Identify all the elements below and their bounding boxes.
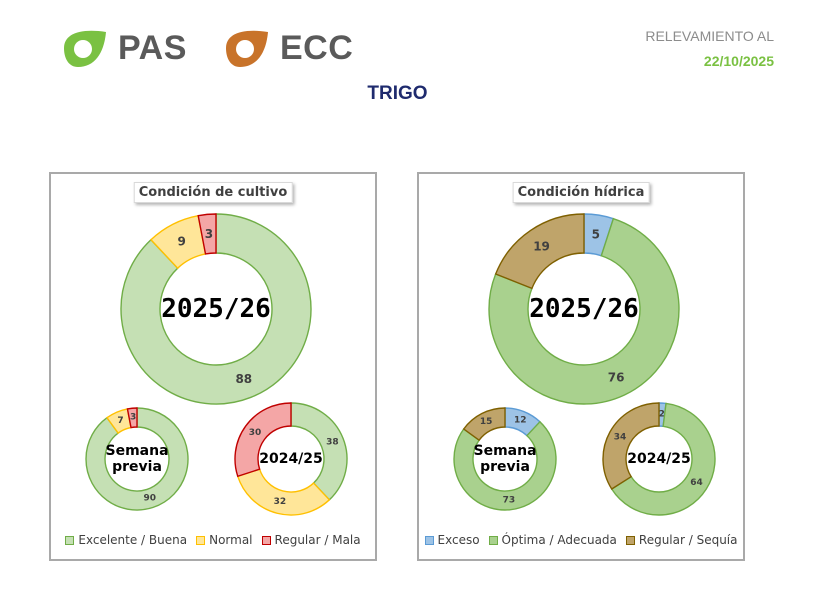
pas-logo-text: PAS	[118, 28, 187, 67]
legend-item: Óptima / Adecuada	[488, 533, 617, 547]
donut-slice	[610, 402, 716, 516]
slice-value-label: 38	[326, 438, 339, 448]
ecc-logo-text: ECC	[280, 28, 354, 67]
legend-swatch	[196, 535, 206, 545]
donut-slice	[197, 213, 217, 255]
ring-center-label: previa	[480, 459, 530, 475]
ring-center-label: previa	[112, 459, 162, 475]
slice-value-label: 76	[608, 370, 625, 384]
pas-leaf-icon	[64, 30, 106, 67]
slice-value-label: 3	[130, 413, 136, 423]
legend-label: Óptima / Adecuada	[501, 533, 617, 547]
ring-center-label: 2024/25	[627, 451, 691, 467]
donut-slice	[488, 217, 680, 405]
slice-value-label: 7	[117, 416, 123, 426]
donut-slice	[494, 213, 585, 290]
legend-item: Normal	[196, 533, 253, 547]
ring-center-label: 2025/26	[161, 294, 271, 324]
legend-label: Normal	[209, 533, 253, 547]
slice-value-label: 34	[614, 433, 627, 443]
relevamiento-label: RELEVAMIENTO AL	[645, 28, 774, 44]
slice-value-label: 73	[503, 495, 516, 505]
crop-title: TRIGO	[367, 83, 428, 104]
legend-item: Regular / Sequía	[625, 533, 738, 547]
ring-center-label: Semana	[473, 443, 536, 459]
ecc-logo: ECC	[222, 26, 353, 70]
slice-value-label: 64	[690, 478, 703, 488]
slice-value-label: 12	[514, 415, 527, 425]
legend-swatch	[488, 535, 498, 545]
slice-value-label: 2	[659, 410, 665, 420]
legend-swatch	[261, 535, 271, 545]
chart-title: Condición hídrica	[512, 182, 650, 203]
legend-swatch	[424, 535, 434, 545]
donut-slice	[602, 402, 660, 490]
donut-slice	[234, 402, 292, 478]
chart-legend: Exceso Óptima / Adecuada Regular / Sequí…	[419, 533, 743, 547]
donut-slice	[126, 407, 138, 429]
legend-item: Regular / Mala	[261, 533, 361, 547]
slice-value-label: 88	[235, 372, 252, 386]
legend-item: Exceso	[424, 533, 480, 547]
legend-label: Regular / Mala	[274, 533, 361, 547]
legend-item: Excelente / Buena	[65, 533, 187, 547]
slice-value-label: 9	[178, 235, 186, 249]
donut-slice	[462, 407, 506, 442]
ring-center-label: Semana	[105, 443, 168, 459]
donut-slice	[453, 420, 557, 511]
slice-value-label: 30	[249, 428, 262, 438]
chart-panel-condicion-cultivo: 88 9 3 2025/26 90 7 3 Semana previa 38 32 30 2024/25…	[49, 172, 377, 561]
slice-value-label: 15	[480, 417, 493, 427]
legend-label: Excelente / Buena	[78, 533, 188, 547]
legend-label: Regular / Sequía	[638, 533, 738, 547]
slice-value-label: 90	[144, 493, 157, 503]
chart-title: Condición de cultivo	[133, 182, 293, 203]
relevamiento-date: 22/10/2025	[703, 53, 774, 69]
donut-slice	[85, 407, 189, 511]
legend-swatch	[625, 535, 635, 545]
chart-legend: Excelente / Buena Normal Regular / Mala	[51, 533, 375, 547]
slice-value-label: 32	[274, 497, 287, 507]
ring-center-label: 2024/25	[259, 451, 323, 467]
donut-slice	[120, 213, 312, 405]
legend-label: Exceso	[437, 533, 480, 547]
pas-logo: PAS	[60, 26, 187, 70]
slice-value-label: 5	[592, 227, 600, 241]
chart-panel-condicion-hidrica: 5 76 19 2025/26 12 73 15 Semana previa 2 64 34 2024/…	[417, 172, 745, 561]
donut-slice	[236, 468, 331, 516]
ring-center-label: 2025/26	[529, 294, 639, 324]
slice-value-label: 19	[533, 240, 550, 254]
slice-value-label: 3	[205, 227, 213, 241]
ecc-leaf-icon	[226, 30, 268, 67]
donut-slice	[290, 402, 348, 501]
legend-swatch	[65, 535, 75, 545]
